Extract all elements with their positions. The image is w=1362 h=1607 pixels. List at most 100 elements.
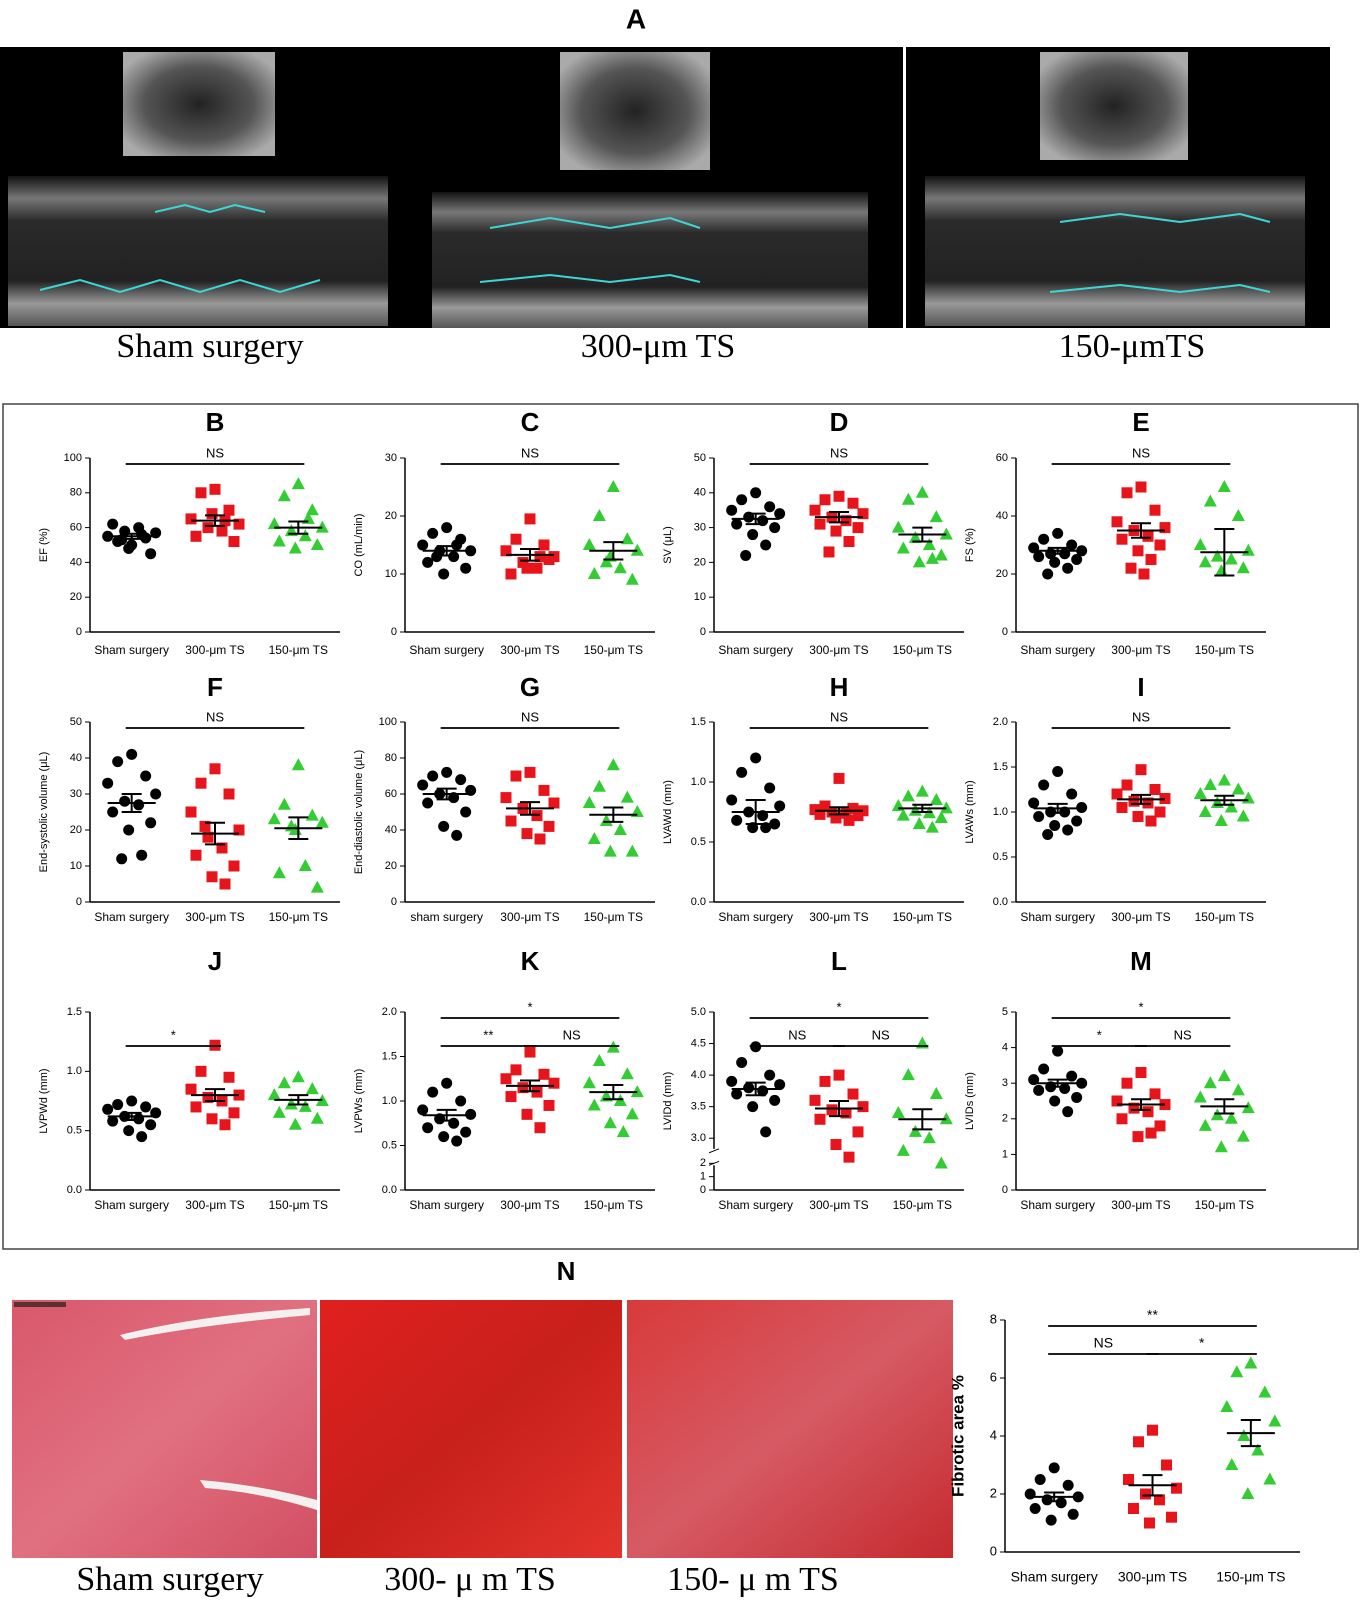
data-point [119,795,131,807]
data-point [592,779,606,792]
x-tick-label: Sham surgery [94,910,169,924]
panel-label: E [1132,407,1149,437]
data-point [1062,1106,1074,1118]
panel-label: G [520,672,540,702]
data-point [1251,1443,1265,1456]
data-point [538,539,550,551]
data-point [747,529,759,541]
data-point [1135,764,1147,776]
data-point [202,522,214,534]
data-point [505,815,517,827]
data-point [915,485,929,498]
y-tick-label: 4 [990,1427,997,1442]
data-point [1217,1069,1231,1082]
data-point [1145,554,1157,565]
data-point [826,1104,838,1116]
data-point [1203,1076,1217,1089]
data-point [1145,815,1157,827]
data-point [1154,539,1166,551]
data-point [731,1088,743,1100]
data-point [521,562,533,574]
b-mode-image [123,52,275,156]
data-point [922,1131,936,1144]
x-tick-label: 150-μm TS [269,910,328,924]
data-point [764,782,776,794]
b-mode-image [560,52,710,170]
significance-label: * [1097,1027,1102,1042]
data-point [922,538,936,550]
data-point [315,815,329,828]
data-point [1071,554,1083,565]
data-point [1198,555,1212,568]
significance-label: NS [206,709,224,724]
y-axis-label: LVPWs (mm) [353,1069,365,1134]
error-bar [436,1108,457,1122]
data-point [736,494,748,506]
y-tick-label: 40 [70,556,82,568]
data-point [438,820,450,832]
y-tick-label: 0.0 [67,1184,82,1196]
data-point [587,832,601,844]
data-point [740,549,752,561]
data-point [1116,533,1128,545]
data-point [534,833,546,845]
data-point [291,477,305,490]
x-tick-label: 300-μm TS [809,643,868,657]
data-point [133,1113,145,1125]
data-point [915,784,929,797]
data-point [228,860,240,872]
image-caption: 150- μ m TS [667,1561,839,1598]
data-point [1193,1090,1207,1103]
data-point [587,1098,601,1111]
y-axis-label: End-systolic volume (μL) [38,752,50,873]
data-point [830,525,842,537]
data-point [582,538,596,550]
data-point [726,504,738,516]
data-point [587,567,601,579]
data-point [1033,551,1045,563]
data-point [843,1151,855,1163]
data-point [1055,1497,1067,1509]
x-tick-label: Sham surgery [94,643,169,657]
x-tick-label: 150-μm TS [893,1198,952,1212]
data-point [1138,568,1150,580]
data-point [288,1117,302,1130]
data-point [524,513,536,525]
chart: F End-systolic volume (μL) 0 10 20 30 40 50 Sham… [38,672,340,924]
data-point [1116,1113,1128,1125]
data-point [1159,522,1171,534]
data-point [422,556,434,568]
data-point [1116,802,1128,813]
x-tick-label: 300-μm TS [1111,1198,1170,1212]
data-point [206,871,218,883]
panel-frame [2,403,1359,1250]
chart: B EF (%) 0 20 40 60 80 100 Sham surgery 300-μm TS… [38,407,340,657]
data-point [1225,1458,1239,1470]
data-point [1154,806,1166,818]
chart: I LVAWs (mm) 0.0 0.5 1.0 1.5 2.0 Sham surgery 30… [964,672,1266,924]
data-point [852,810,864,822]
significance-label: * [1138,999,1143,1014]
data-point [1193,787,1207,799]
x-tick-label: Sham surgery [409,643,484,657]
data-point [1203,494,1217,507]
x-tick-label: 150-μm TS [1195,1198,1254,1212]
data-point [521,1108,533,1120]
error-bar [205,1088,225,1102]
data-point [140,1101,152,1113]
error-bar [912,526,933,543]
data-point [840,1107,852,1119]
y-axis-label: CO (mL/min) [353,514,365,577]
data-point [1033,1084,1045,1096]
data-point [272,1105,286,1118]
data-point [441,522,453,534]
y-tick-label: 2.0 [382,1006,397,1018]
trace [489,216,701,230]
panel-label: L [831,946,847,976]
data-point [123,824,135,836]
x-tick-label: 300-μm TS [500,1198,559,1212]
data-point [1145,1127,1157,1139]
y-tick-label: 80 [385,752,397,764]
data-point [136,849,148,861]
data-point [1062,824,1074,836]
